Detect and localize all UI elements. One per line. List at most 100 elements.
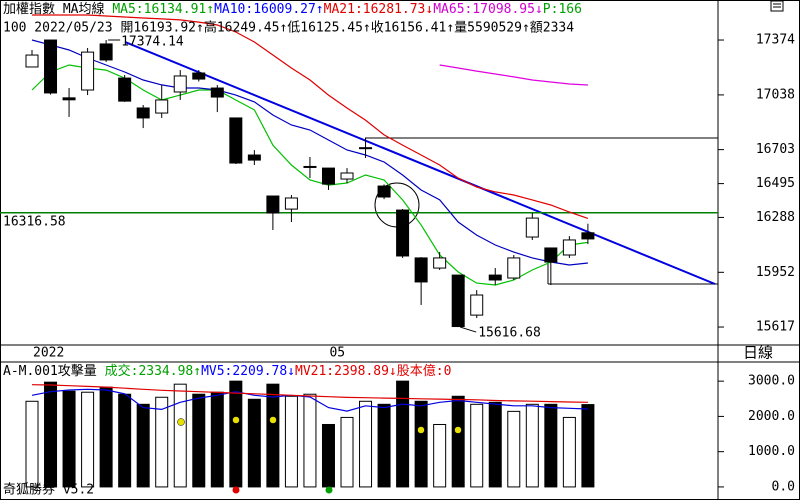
candle-body	[173, 75, 187, 93]
volume-bar	[340, 416, 354, 488]
candle-body	[229, 117, 243, 164]
candle-body	[488, 274, 502, 281]
x-tick-label: 05	[329, 346, 345, 361]
candle-body	[118, 77, 132, 102]
price-line-label: 16316.58	[3, 214, 66, 229]
candle-body	[81, 51, 95, 91]
candle-body	[321, 167, 335, 185]
y-tick-label: 1000.0	[748, 444, 795, 459]
candle-body	[470, 294, 484, 316]
ma-line	[31, 388, 588, 412]
y-tick-label: 16703	[756, 142, 795, 157]
leader	[460, 326, 477, 333]
candle-body	[99, 43, 113, 61]
candle-body	[210, 87, 224, 98]
signal-dot	[417, 426, 425, 434]
header-item: MV5:2209.78↓	[201, 364, 295, 379]
candle-body	[396, 209, 410, 257]
volume-bar	[507, 410, 521, 488]
candle-body	[562, 239, 576, 256]
volume-bar	[284, 395, 298, 488]
volume-bar	[247, 398, 261, 488]
volume-bar	[488, 401, 502, 488]
menu-icon[interactable]	[770, 0, 784, 12]
signal-dot	[454, 426, 462, 434]
candle-body	[266, 195, 280, 214]
volume-bar	[525, 403, 539, 488]
signal-dot	[269, 416, 277, 424]
footer: 奇狐勝券 v5.2	[3, 482, 94, 498]
header-item: A-M.001攻擊量	[3, 363, 105, 379]
volume-bar	[451, 395, 465, 488]
header-item: MA65:17098.95↓	[433, 2, 543, 17]
volume-bar	[25, 400, 39, 488]
volume-bar	[229, 380, 243, 488]
volume-bar	[396, 380, 410, 488]
low-label: 15616.68	[478, 326, 541, 341]
y-tick-label: 3000.0	[748, 374, 795, 389]
volume-bar	[414, 400, 428, 488]
ma-line	[439, 64, 588, 86]
trend-line	[124, 41, 716, 285]
y-tick-label: 16288	[756, 210, 795, 225]
candle-body	[525, 217, 539, 238]
header-item: P:166	[543, 2, 582, 17]
volume-bar	[303, 393, 317, 488]
ma-line	[32, 14, 589, 219]
candle-body	[377, 185, 391, 198]
header-item: MA10:16009.27↑	[214, 2, 324, 17]
candle-body	[284, 197, 298, 210]
candle-body	[433, 257, 447, 269]
volume-bar	[81, 391, 95, 488]
signal-dot	[325, 486, 333, 494]
info: 100 2022/05/23 開16193.92↑高16249.45↑低1612…	[3, 20, 574, 36]
volume-bar	[173, 383, 187, 488]
x-tick-label: 2022	[33, 346, 64, 361]
candle-body	[340, 172, 354, 180]
header-item: MA21:16281.73↓	[324, 2, 434, 17]
header-item: MV21:2398.89↓	[295, 364, 397, 379]
candle-body	[451, 274, 465, 328]
y-tick-label: 0.0	[772, 479, 795, 494]
candle-body	[247, 154, 261, 161]
candle-body	[62, 97, 76, 101]
ma-line	[31, 39, 588, 266]
volume-bar	[433, 423, 447, 488]
candle-body	[303, 165, 317, 168]
volume-bar	[192, 393, 206, 488]
y-tick-label: 2000.0	[748, 409, 795, 424]
header-item: 成交:2334.98↑	[105, 363, 201, 379]
volume-bar	[581, 404, 595, 488]
candle-body	[155, 99, 169, 114]
volume-bar	[470, 403, 484, 488]
header-item: 股本億:0	[397, 363, 452, 379]
volume-bar	[155, 396, 169, 488]
candle-body	[44, 39, 58, 94]
volume-bar	[136, 403, 150, 488]
header: A-M.001攻擊量 成交:2334.98↑MV5:2209.78↓MV21:2…	[3, 363, 451, 379]
volume-bar	[99, 386, 113, 488]
candle-body	[359, 147, 373, 150]
candle-body	[25, 54, 39, 68]
y-tick-label: 15617	[756, 320, 795, 335]
volume-bar	[62, 390, 76, 488]
header: 加權指數 MA均線 MA5:16134.91↑MA10:16009.27↑MA2…	[3, 1, 582, 17]
volume-bar	[359, 400, 373, 488]
header-item: MA5:16134.91↑	[112, 2, 214, 17]
header-item: 加權指數 MA均線	[3, 1, 112, 17]
volume-bar	[321, 423, 335, 488]
candle-body	[136, 107, 150, 119]
volume-bar	[562, 416, 576, 488]
volume-bar	[44, 381, 58, 488]
y-tick-label: 16495	[756, 176, 795, 191]
signal-dot	[232, 486, 240, 494]
candle-body	[414, 257, 428, 283]
candle-body	[544, 247, 558, 263]
signal-dot	[232, 416, 240, 424]
volume-bar	[544, 403, 558, 488]
signal-dots	[177, 416, 462, 494]
ma-line	[31, 384, 588, 403]
volume-bar	[377, 403, 391, 488]
candle-body	[192, 72, 206, 80]
